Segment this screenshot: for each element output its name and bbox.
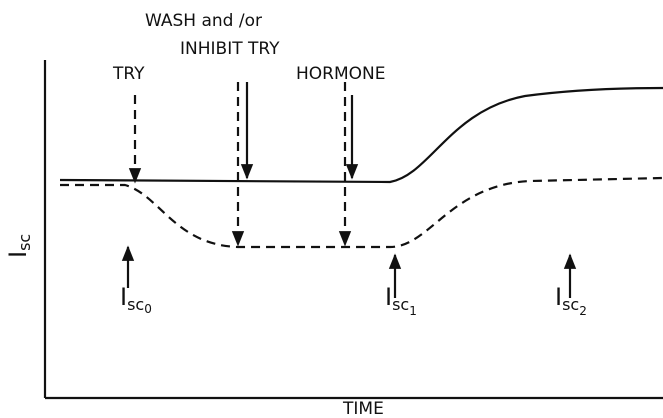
y-axis-label: Isc [4, 234, 34, 258]
arrow-label: TRY [112, 64, 145, 84]
isc-label: Isc2 [555, 283, 587, 318]
isc-label: Isc0 [120, 283, 152, 316]
solid-curve [59, 86, 663, 184]
isc-label: Isc1 [385, 283, 417, 318]
label-sub: sc [15, 234, 34, 251]
label-index: 2 [579, 304, 587, 318]
header-line: WASH and /or [145, 11, 262, 31]
label-index: 0 [144, 302, 152, 316]
label-sub: sc [127, 295, 144, 314]
axes [43, 60, 663, 400]
label-main: I [385, 283, 392, 311]
label-index: 1 [409, 304, 417, 318]
label-sub: sc [392, 295, 409, 314]
label-sub: sc [562, 295, 579, 314]
label-main: I [120, 283, 127, 311]
arrow-label: HORMONE [296, 64, 385, 84]
header-line: INHIBIT TRY [180, 39, 280, 59]
label-main: I [555, 283, 562, 311]
x-axis-label: TIME [342, 399, 384, 418]
label-main: I [4, 251, 32, 258]
dashed-curve [60, 176, 663, 249]
